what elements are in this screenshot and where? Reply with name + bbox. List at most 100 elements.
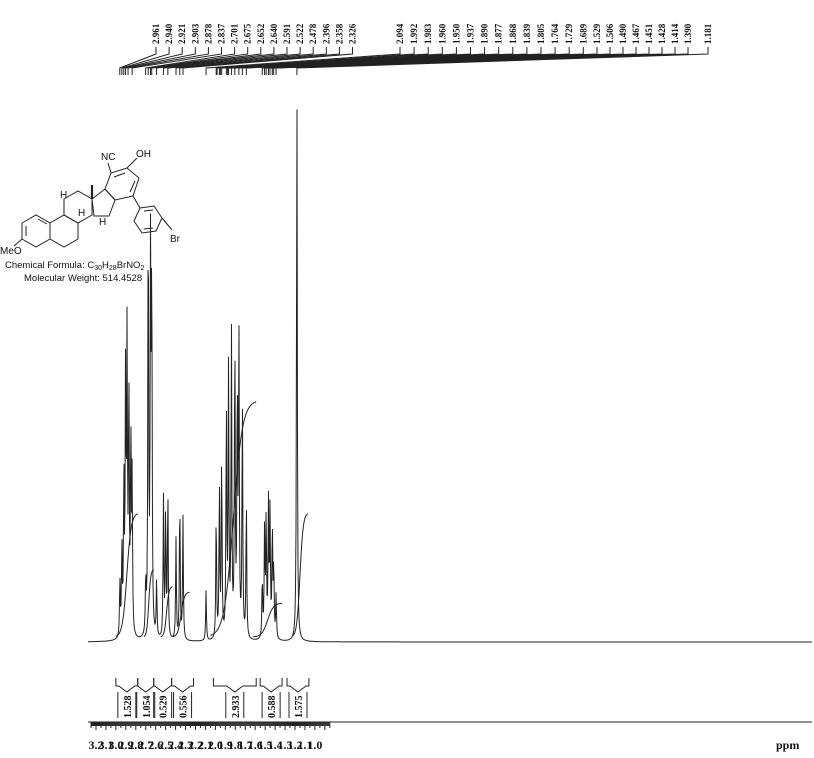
peak-shift-label: 1.764 xyxy=(550,23,560,44)
bromophenyl-ring xyxy=(133,205,163,234)
integral-curve xyxy=(160,586,173,638)
x-tick-label: 1.1 xyxy=(297,738,312,752)
integral-value: 1.054 xyxy=(142,696,153,719)
peak-fan-line xyxy=(131,47,222,75)
x-tick-label: 1.2 xyxy=(288,738,303,752)
peak-fan-line xyxy=(296,47,709,75)
integral-bracket xyxy=(286,678,310,693)
peak-fan-line xyxy=(216,47,429,75)
peak-fan-line xyxy=(156,47,288,75)
x-tick-label: 2.1 xyxy=(198,738,213,752)
peak-shift-label: 1.390 xyxy=(683,23,693,44)
peak-shift-label: 1.983 xyxy=(423,23,433,44)
peak-shift-label: 1.467 xyxy=(631,23,641,44)
peak-shift-label: 1.877 xyxy=(494,23,504,44)
x-tick-label: 2.5 xyxy=(158,738,173,752)
x-tick-label: 2.3 xyxy=(178,738,193,752)
bromophenyl-double-bond xyxy=(143,209,154,212)
peak-fan-line xyxy=(167,47,314,75)
molecule-structure: NC OH MeO Br H H H xyxy=(0,149,181,257)
peak-shift-label: 2.675 xyxy=(243,23,253,44)
x-tick-label: 2.0 xyxy=(208,738,223,752)
peak-fan-line xyxy=(125,47,196,75)
integral-curve xyxy=(115,513,138,637)
peak-shift-label: 2.921 xyxy=(177,23,187,44)
x-tick-label: 1.5 xyxy=(258,738,273,752)
peak-labels: 2.961 2.940 2.921 2.903 2.878 2.837 2.701 2.675… xyxy=(119,23,713,75)
peak-fan-line xyxy=(145,47,236,75)
x-tick-label: 1.9 xyxy=(218,738,233,752)
peak-shift-label: 2.094 xyxy=(395,23,405,44)
x-tick-label: 1.8 xyxy=(228,738,243,752)
x-tick-label: 1.7 xyxy=(238,738,253,752)
ring-e-double-bond xyxy=(113,172,126,178)
peak-shift-label: 2.358 xyxy=(334,23,344,44)
peak-shift-label: 1.414 xyxy=(670,23,680,44)
integral-brackets: 1.528 1.054 0.529 0.556 2.933 0.588 1.575 xyxy=(115,678,310,719)
peak-shift-label: 1.428 xyxy=(657,23,667,44)
peak-shift-label: 1.490 xyxy=(618,23,628,44)
x-tick-label: 3.2 xyxy=(89,738,104,752)
integral-value: 1.528 xyxy=(123,696,134,719)
methoxy-label: MeO xyxy=(0,246,22,257)
integral-curve xyxy=(210,401,257,636)
hydrogen-label: H xyxy=(78,208,85,219)
peak-shift-label: 1.890 xyxy=(480,23,490,44)
molecular-weight: Molecular Weight: 514.4528 xyxy=(24,273,142,284)
peak-shift-label: 1.805 xyxy=(536,23,546,44)
x-tick-label: 2.6 xyxy=(148,738,163,752)
peak-shift-label: 1.992 xyxy=(409,23,419,44)
peak-shift-label: 1.451 xyxy=(644,23,654,44)
spectrum-trace xyxy=(88,109,812,643)
peak-shift-label: 1.937 xyxy=(466,23,476,44)
bromine-bond xyxy=(161,217,173,231)
integral-bracket xyxy=(259,678,283,693)
integral-curves xyxy=(115,401,309,638)
peak-fan-line xyxy=(123,47,183,75)
bromophenyl-double-bond xyxy=(143,227,154,230)
integral-bracket xyxy=(212,678,257,693)
peak-fan-line xyxy=(162,47,301,75)
peak-fan-line xyxy=(119,47,157,75)
x-axis-unit-label: ppm xyxy=(776,738,799,752)
ring-a-double-bond xyxy=(37,218,48,225)
x-tick-label: 3.1 xyxy=(98,738,113,752)
hydroxyl-bond xyxy=(126,157,138,169)
peak-fan-line xyxy=(179,47,340,75)
integral-curve xyxy=(143,569,154,637)
x-tick-label: 2.2 xyxy=(188,738,203,752)
x-tick-label: 1.0 xyxy=(307,738,322,752)
hydroxyl-label: OH xyxy=(136,149,151,160)
peak-shift-label: 2.522 xyxy=(295,23,305,44)
peak-fan-line xyxy=(182,47,353,75)
x-tick-label: 2.7 xyxy=(138,738,153,752)
integral-value: 1.575 xyxy=(294,696,305,719)
peak-shift-label: 1.839 xyxy=(522,23,532,44)
peak-fan-line xyxy=(151,47,275,75)
peak-shift-label: 1.181 xyxy=(703,23,713,44)
integral-bracket xyxy=(115,678,139,693)
peak-shift-label: 2.903 xyxy=(190,23,200,44)
peak-fan-line xyxy=(147,47,249,75)
peak-shift-label: 2.961 xyxy=(151,23,161,44)
integral-bracket xyxy=(136,678,156,693)
peak-fan-line xyxy=(221,47,471,75)
x-tick-label: 1.3 xyxy=(278,738,293,752)
peak-shift-label: 2.326 xyxy=(348,23,358,44)
peak-fan-line xyxy=(275,47,689,75)
x-tick-label: 2.4 xyxy=(168,738,183,752)
peak-fan-line xyxy=(150,47,262,75)
x-tick-label: 1.4 xyxy=(268,738,283,752)
aryl-bond xyxy=(132,195,141,209)
integral-curve xyxy=(253,602,283,638)
nitrile-bond xyxy=(107,162,112,174)
x-tick-label: 2.8 xyxy=(128,738,143,752)
nitrile-label: NC xyxy=(101,152,115,163)
integral-value: 0.529 xyxy=(159,696,170,719)
peak-shift-label: 2.640 xyxy=(269,23,279,44)
peak-shift-label: 2.940 xyxy=(164,23,174,44)
peak-shift-label: 1.950 xyxy=(451,23,461,44)
peak-shift-label: 1.868 xyxy=(508,23,518,44)
x-tick-label: 2.9 xyxy=(118,738,133,752)
